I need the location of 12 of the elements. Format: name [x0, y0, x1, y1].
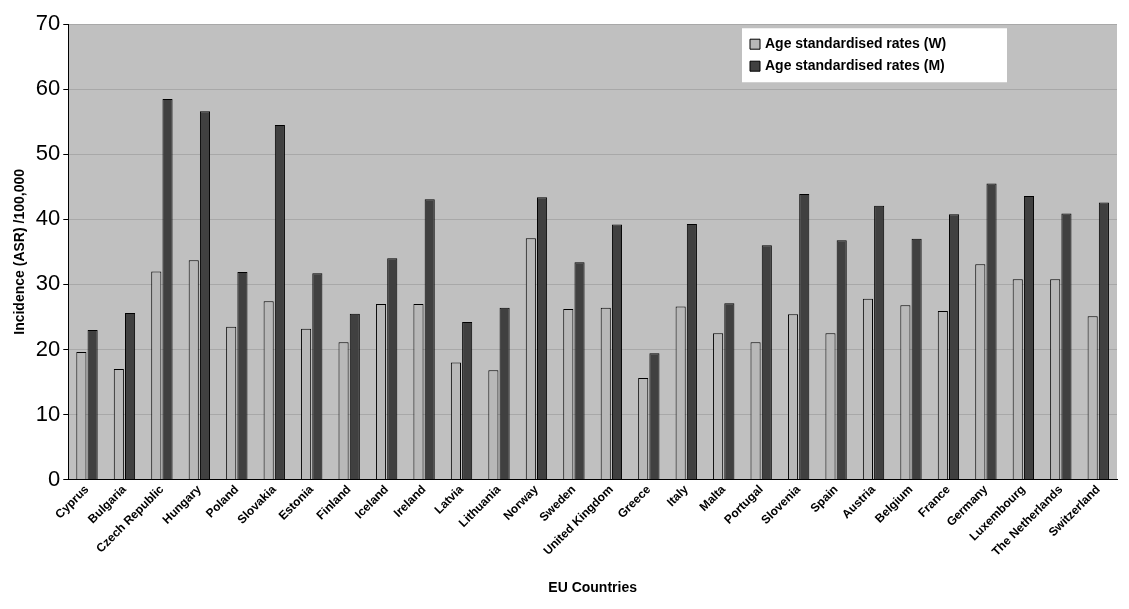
y-tick-label: 70: [35, 10, 61, 36]
legend-label: Age standardised rates (M): [765, 57, 945, 74]
y-tick-label: 60: [35, 75, 61, 101]
x-axis-title: EU Countries: [548, 579, 638, 596]
y-tick-label: 50: [35, 140, 61, 166]
y-tick-label: 0: [48, 465, 61, 491]
legend-label: Age standardised rates (W): [765, 35, 947, 52]
y-tick-label: 40: [35, 205, 61, 231]
y-tick-label: 20: [35, 335, 61, 361]
y-tick-label: 10: [35, 400, 61, 426]
y-axis-title: Incidence (ASR) /100,000: [11, 168, 28, 335]
y-tick-label: 30: [35, 270, 61, 296]
